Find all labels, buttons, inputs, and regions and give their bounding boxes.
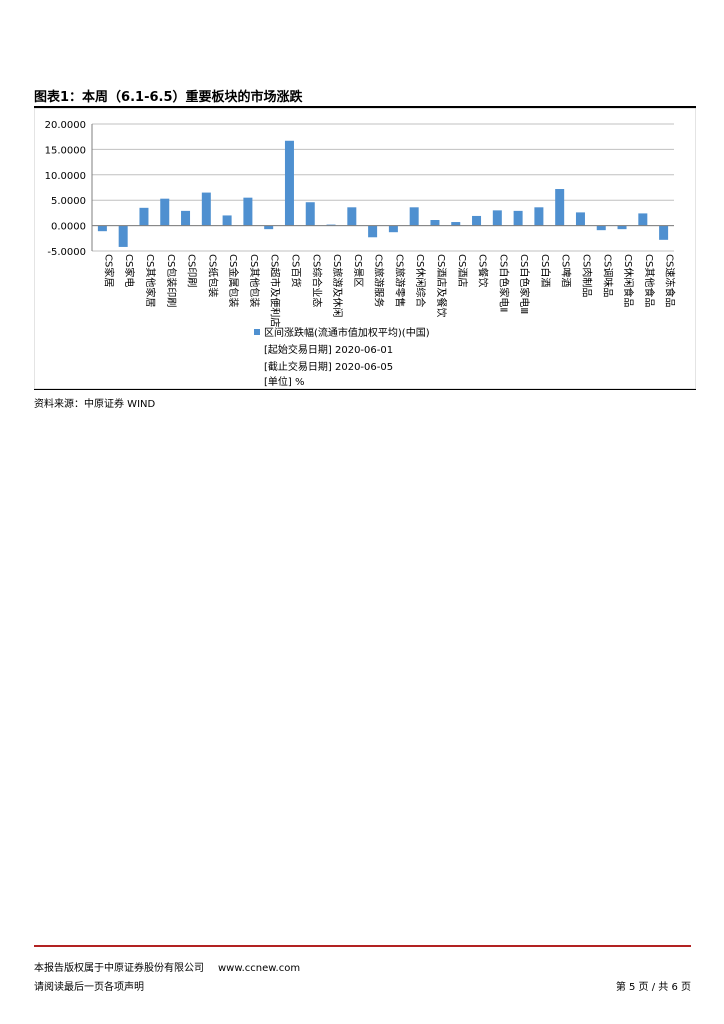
bar <box>430 220 440 226</box>
y-tick-label: 5.0000 <box>51 196 86 207</box>
x-tick-label: CS旅游零售 <box>393 254 406 307</box>
bar <box>368 225 378 238</box>
bar <box>451 222 461 226</box>
x-tick-label: CS其他食品 <box>643 254 656 307</box>
footer-disclaimer: 请阅读最后一页各项声明 <box>34 982 144 993</box>
x-tick-label: CS休闲食品 <box>622 254 635 307</box>
x-tick-label: CS酒店及餐饮 <box>435 254 448 317</box>
x-tick-label: CS啤酒 <box>560 254 572 287</box>
title-rule <box>34 106 696 108</box>
bar <box>617 225 627 230</box>
axes <box>91 124 674 251</box>
x-tick-label: CS酒店 <box>456 254 469 287</box>
bar-chart: 20.0000 15.0000 10.0000 5.0000 0.0000 -5.0000… <box>34 108 696 389</box>
x-tick-labels: CS家居 CS家电 CS其他家居 CS包装印刷 CS印刷 CS纸包装 CS金属包装 CS其他包… <box>102 254 676 327</box>
footer-website[interactable]: www.ccnew.com <box>218 963 301 974</box>
bar <box>472 215 482 226</box>
footer-rule <box>34 945 691 947</box>
x-tick-label: CS白色家电Ⅱ <box>497 254 510 312</box>
bar <box>388 225 398 233</box>
bar <box>659 225 669 240</box>
x-tick-label: CS纸包装 <box>206 254 219 297</box>
legend-series: 区间涨跌幅(流通市值加权平均)(中国) <box>264 326 430 339</box>
bar <box>513 210 523 226</box>
x-tick-label: CS白酒 <box>539 254 552 287</box>
bar <box>305 202 315 226</box>
footer-copyright: 本报告版权属于中原证券股份有限公司 <box>34 963 204 974</box>
bar <box>575 212 585 226</box>
x-tick-label: CS餐饮 <box>477 254 490 287</box>
x-tick-label: CS印刷 <box>186 254 198 287</box>
bar <box>638 213 648 226</box>
legend-swatch <box>254 329 260 335</box>
x-tick-label: CS景区 <box>352 254 364 287</box>
legend: 区间涨跌幅(流通市值加权平均)(中国) [起始交易日期] 2020-06-01 … <box>254 326 430 388</box>
x-tick-label: CS综合业态 <box>310 254 323 307</box>
bar <box>160 198 170 226</box>
y-tick-label: 20.0000 <box>45 120 86 131</box>
bar <box>326 224 336 226</box>
bar <box>139 207 149 226</box>
x-tick-label: CS家居 <box>102 254 115 287</box>
x-tick-label: CS其他家居 <box>144 254 157 307</box>
figure-title: 图表1：本周（6.1-6.5）重要板块的市场涨跌 <box>34 90 303 105</box>
footer-page-number: 第 5 页 / 共 6 页 <box>615 982 691 993</box>
y-tick-label: -5.0000 <box>47 247 86 258</box>
bar <box>201 192 211 226</box>
x-tick-label: CS调味品 <box>601 254 613 297</box>
y-tick-label: 10.0000 <box>45 171 86 182</box>
x-tick-label: CS包装印刷 <box>165 254 178 307</box>
legend-end-date: [截止交易日期] 2020-06-05 <box>264 360 393 373</box>
x-tick-label: CS白色家电Ⅲ <box>518 254 531 314</box>
y-tick-label: 0.0000 <box>51 222 86 233</box>
x-tick-label: CS超市及便利店 <box>269 254 282 327</box>
bar <box>97 225 107 232</box>
x-tick-label: CS速冻食品 <box>664 254 677 307</box>
grid-lines <box>92 123 674 252</box>
y-tick-label: 15.0000 <box>45 145 86 156</box>
bar <box>555 189 565 226</box>
chart-bottom-rule <box>34 389 696 390</box>
bar <box>347 207 357 226</box>
bar <box>492 210 502 226</box>
chart-frame <box>34 108 696 389</box>
bars <box>97 140 669 247</box>
y-tick-labels: 20.0000 15.0000 10.0000 5.0000 0.0000 -5.0000 <box>45 120 86 258</box>
x-tick-label: CS金属包装 <box>227 254 240 307</box>
bar <box>284 140 294 226</box>
source-note: 资料来源：中原证券 WIND <box>34 399 156 410</box>
footer-copyright-line: 本报告版权属于中原证券股份有限公司 www.ccnew.com <box>34 959 300 974</box>
bar <box>243 197 253 226</box>
bar <box>264 225 274 230</box>
x-tick-label: CS旅游服务 <box>373 254 386 307</box>
x-tick-label: CS休闲综合 <box>414 254 427 307</box>
bar <box>118 225 128 247</box>
bar <box>534 207 544 226</box>
x-tick-label: CS旅游及休闲 <box>331 254 344 317</box>
bar <box>596 225 606 231</box>
bar <box>181 210 191 226</box>
x-tick-label: CS百货 <box>289 254 302 287</box>
x-tick-label: CS家电 <box>123 254 136 287</box>
x-tick-label: CS其他包装 <box>248 254 261 307</box>
legend-start-date: [起始交易日期] 2020-06-01 <box>264 343 393 356</box>
bar <box>409 207 419 226</box>
bar <box>222 215 232 226</box>
x-tick-label: CS肉制品 <box>580 254 593 297</box>
legend-unit: [单位] % <box>264 375 304 388</box>
